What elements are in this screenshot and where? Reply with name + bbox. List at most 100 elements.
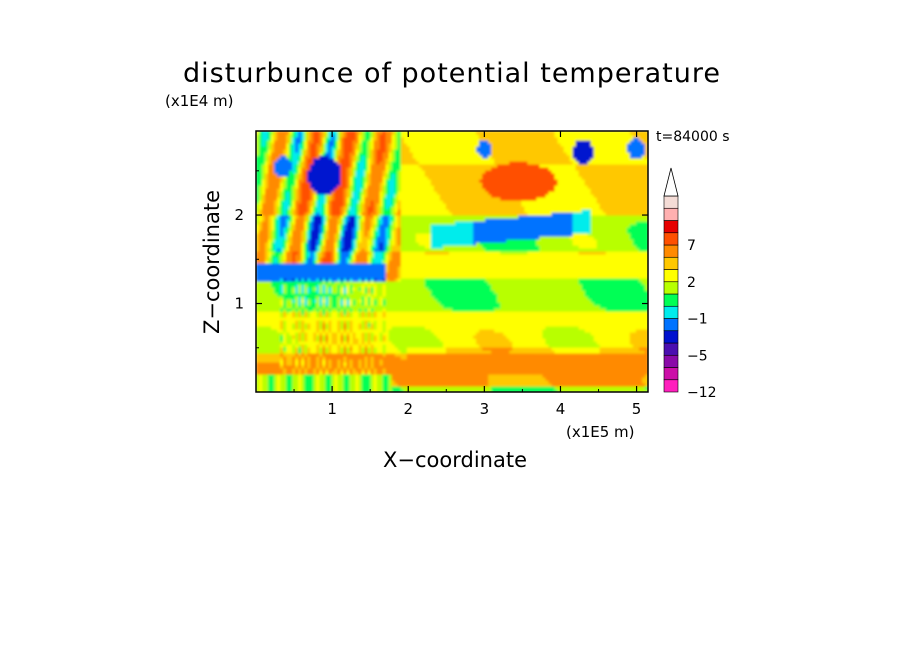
heatmap-cell	[358, 368, 363, 372]
heatmap-cell	[295, 242, 299, 246]
heatmap-cell	[361, 227, 366, 231]
heatmap-cell	[349, 134, 354, 138]
heatmap-cell	[271, 377, 275, 381]
heatmap-cell	[322, 203, 326, 207]
heatmap-cell	[400, 362, 405, 366]
heatmap-cell	[391, 236, 396, 240]
heatmap-cell	[322, 269, 326, 273]
heatmap-cell	[280, 311, 284, 315]
heatmap-cell	[298, 287, 302, 291]
heatmap-cell	[391, 368, 396, 372]
heatmap-cell	[292, 134, 296, 138]
heatmap-cell	[295, 266, 299, 270]
heatmap-cell	[301, 137, 305, 141]
heatmap-cell	[361, 323, 366, 327]
heatmap-cell	[334, 377, 339, 381]
heatmap-cell	[322, 254, 326, 258]
heatmap-cell	[388, 308, 393, 312]
heatmap-cell	[316, 182, 320, 186]
heatmap-cell	[394, 242, 399, 246]
heatmap-cell	[271, 164, 275, 168]
heatmap-cell	[331, 140, 335, 144]
heatmap-cell	[391, 173, 396, 177]
heatmap-cell	[340, 266, 345, 270]
heatmap-cell	[364, 224, 369, 228]
heatmap-cell	[343, 200, 348, 204]
heatmap-cell	[334, 323, 339, 327]
heatmap-cell	[256, 353, 260, 357]
heatmap-cell	[256, 329, 260, 333]
heatmap-cell	[337, 233, 342, 237]
heatmap-cell	[316, 197, 320, 201]
heatmap-cell	[280, 221, 284, 225]
heatmap-cell	[340, 278, 345, 282]
heatmap-cell	[271, 320, 275, 324]
heatmap-cell	[361, 386, 366, 390]
heatmap-cell	[373, 302, 378, 306]
heatmap-cell	[358, 152, 363, 156]
heatmap-cell	[259, 200, 263, 204]
heatmap-cell	[256, 338, 260, 342]
heatmap-cell	[322, 245, 326, 249]
heatmap-cell	[358, 314, 363, 318]
heatmap-cell	[307, 356, 311, 360]
heatmap-cell	[349, 215, 354, 219]
heatmap-cell	[283, 275, 287, 279]
heatmap-cell	[394, 281, 399, 285]
heatmap-cell	[370, 308, 375, 312]
heatmap-cell	[391, 194, 396, 198]
heatmap-cell	[358, 143, 363, 147]
heatmap-cell	[265, 365, 269, 369]
heatmap-cell	[331, 206, 335, 210]
heatmap-cell	[385, 308, 390, 312]
heatmap-cell	[397, 308, 402, 312]
heatmap-cell	[277, 233, 281, 237]
heatmap-cell	[325, 182, 329, 186]
heatmap-cell	[385, 260, 390, 264]
heatmap-cell	[307, 191, 311, 195]
heatmap-cell	[295, 278, 299, 282]
heatmap-cell	[382, 188, 387, 192]
heatmap-cell	[307, 380, 311, 384]
heatmap-cell	[331, 371, 335, 375]
heatmap-cell	[307, 299, 311, 303]
heatmap-cell	[271, 287, 275, 291]
heatmap-cell	[385, 383, 390, 387]
heatmap-cell	[325, 308, 329, 312]
heatmap-cell	[298, 314, 302, 318]
heatmap-cell	[334, 284, 339, 288]
heatmap-cell	[391, 335, 396, 339]
heatmap-cell	[340, 344, 345, 348]
heatmap-cell	[361, 332, 366, 336]
heatmap-cell	[385, 152, 390, 156]
heatmap-cell	[286, 134, 290, 138]
heatmap-cell	[373, 146, 378, 150]
heatmap-cell	[274, 383, 278, 387]
heatmap-cell	[310, 194, 314, 198]
heatmap-cell	[277, 284, 281, 288]
heatmap-cell	[343, 329, 348, 333]
heatmap-cell	[364, 134, 369, 138]
heatmap-cell	[394, 218, 399, 222]
heatmap-cell	[397, 377, 402, 381]
heatmap-cell	[349, 167, 354, 171]
heatmap-cell	[310, 296, 314, 300]
heatmap-cell	[340, 170, 345, 174]
heatmap-cell	[364, 251, 369, 255]
heatmap-cell	[385, 140, 390, 144]
heatmap-cell	[352, 380, 357, 384]
heatmap-cell	[256, 368, 260, 372]
heatmap-cell	[388, 305, 393, 309]
heatmap-cell	[349, 263, 354, 267]
heatmap-cell	[391, 206, 396, 210]
heatmap-cell	[397, 239, 402, 243]
heatmap-cell	[364, 248, 369, 252]
heatmap-cell	[271, 371, 275, 375]
heatmap-cell	[262, 215, 266, 219]
heatmap-cell	[286, 197, 290, 201]
heatmap-cell	[268, 320, 272, 324]
heatmap-cell	[364, 137, 369, 141]
heatmap-cell	[292, 137, 296, 141]
heatmap-cell	[331, 143, 335, 147]
heatmap-cell	[313, 221, 317, 225]
